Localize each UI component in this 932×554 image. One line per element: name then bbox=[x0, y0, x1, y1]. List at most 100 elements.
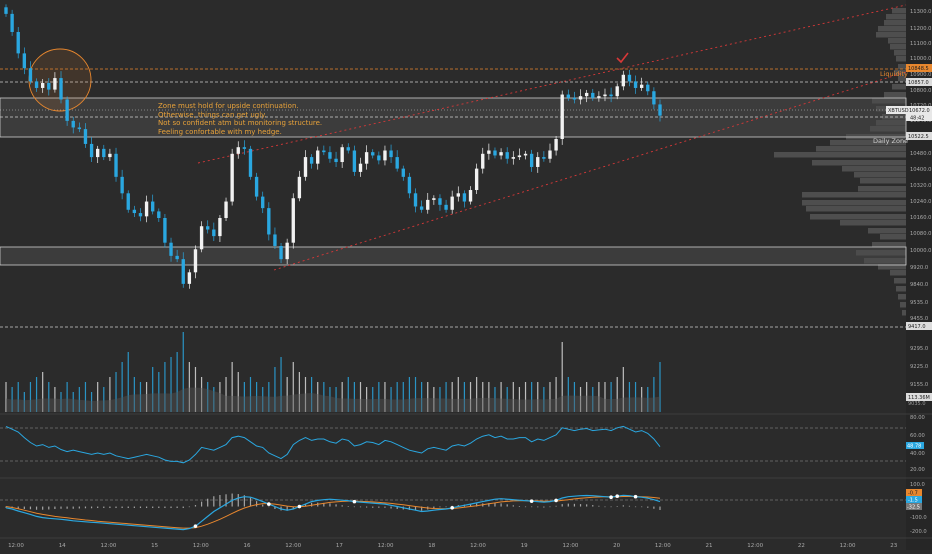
price-axis-label: 10400.0 bbox=[910, 167, 931, 173]
macd-histogram-bar bbox=[274, 506, 276, 509]
annotation-note[interactable]: Zone must hold for upside continuation. … bbox=[158, 102, 322, 136]
liquidity-price-tag bbox=[906, 64, 932, 72]
macd-histogram-bar bbox=[158, 506, 160, 509]
candle-body bbox=[646, 84, 650, 92]
volume-bar bbox=[396, 382, 398, 412]
macd-cross-dot bbox=[297, 504, 302, 509]
candle-body bbox=[578, 96, 583, 100]
candle-body bbox=[591, 92, 595, 98]
time-axis-label: 12:00 bbox=[470, 543, 486, 549]
volume-bar bbox=[427, 382, 429, 412]
volume-profile-bar bbox=[894, 50, 906, 56]
macd-histogram-bar bbox=[372, 506, 374, 508]
volume-bar bbox=[60, 392, 62, 412]
current-price-text: 10672.0 bbox=[909, 108, 930, 114]
volume-profile-bar bbox=[898, 294, 906, 300]
candle-body bbox=[444, 204, 448, 210]
volume-bar bbox=[139, 382, 142, 412]
volume-bar bbox=[567, 377, 569, 412]
zone-bottom-text: 10522.5 bbox=[908, 134, 929, 140]
candle-body bbox=[322, 150, 326, 153]
candle-body bbox=[224, 201, 228, 218]
channel-lower-line[interactable] bbox=[273, 71, 907, 271]
macd-histogram-bar bbox=[255, 501, 258, 507]
candle-body bbox=[432, 198, 436, 200]
annotation-line: Otherwise, things can get ugly. bbox=[158, 110, 267, 119]
volume-bar bbox=[170, 357, 172, 412]
volume-bar bbox=[127, 352, 129, 412]
macd-histogram-bar bbox=[366, 506, 368, 508]
candle-body bbox=[236, 147, 240, 154]
macd-histogram-bar bbox=[133, 506, 135, 509]
time-axis[interactable]: 12:00 14 12:00 15 12:00 16 12:00 17 12:00 18 12:00… bbox=[8, 543, 898, 549]
macd-histogram-bar bbox=[524, 506, 527, 508]
volume-bar bbox=[500, 382, 502, 412]
macd-histogram-bar bbox=[579, 504, 582, 507]
macd-histogram-bar bbox=[262, 504, 264, 507]
candle-body bbox=[597, 96, 601, 98]
macd-histogram-bar bbox=[243, 495, 245, 507]
macd-histogram-bar bbox=[152, 506, 154, 509]
macd-histogram-bar bbox=[506, 504, 508, 507]
volume-bar bbox=[653, 377, 655, 412]
volume-bar bbox=[622, 367, 624, 412]
macd-tag-2 bbox=[906, 496, 922, 503]
macd-histogram-bar bbox=[29, 506, 32, 510]
volume-bar bbox=[225, 377, 227, 412]
candle-body bbox=[273, 234, 277, 246]
volume-profile-bar bbox=[878, 26, 906, 32]
volume-profile-bar bbox=[802, 200, 906, 206]
volume-bar bbox=[402, 382, 404, 412]
volume-bar bbox=[549, 382, 551, 412]
macd-histogram-bar bbox=[292, 506, 294, 509]
macd-value-1: -0.7 bbox=[908, 491, 918, 497]
candle-body bbox=[364, 152, 369, 164]
candle-body bbox=[493, 150, 497, 156]
macd-histogram-bar bbox=[628, 505, 631, 507]
macd-tag-3 bbox=[906, 503, 922, 510]
macd-histogram-bar bbox=[586, 504, 588, 507]
price-axis-label: 10000.0 bbox=[910, 248, 931, 254]
candle-body bbox=[10, 13, 14, 32]
channel-upper-line[interactable] bbox=[197, 4, 907, 164]
volume-bar bbox=[335, 387, 337, 412]
candle-body bbox=[639, 84, 644, 88]
candle-body bbox=[658, 104, 662, 116]
candle-body bbox=[267, 208, 271, 235]
volume-bar bbox=[317, 382, 319, 412]
candle-body bbox=[407, 176, 412, 194]
daily-zone-box[interactable] bbox=[0, 97, 907, 138]
macd-histogram-bar bbox=[512, 505, 514, 507]
time-axis-label: 15 bbox=[151, 543, 158, 549]
macd-axis-label: 100.0 bbox=[910, 482, 925, 488]
macd-histogram-bar bbox=[604, 506, 606, 508]
macd-cross-dot bbox=[529, 499, 534, 503]
volume-bar bbox=[133, 377, 135, 412]
volume-bar bbox=[17, 382, 19, 412]
candle-body bbox=[151, 201, 155, 212]
macd-histogram-bar bbox=[304, 504, 307, 507]
volume-bar bbox=[298, 372, 300, 412]
zone-bottom-tag bbox=[906, 132, 932, 140]
macd-histogram-bar bbox=[23, 506, 25, 509]
macd-line bbox=[5, 494, 661, 531]
price-axis-label: 9225.0 bbox=[910, 364, 928, 370]
price-axis-label: 11300.0 bbox=[910, 9, 931, 15]
support-zone-box[interactable] bbox=[0, 246, 907, 266]
candle-body bbox=[389, 150, 393, 158]
price-axis-label: 10480.0 bbox=[910, 151, 931, 157]
macd-histogram-bar bbox=[219, 495, 221, 507]
candle-body bbox=[511, 157, 515, 159]
volume-bar bbox=[561, 342, 563, 412]
candle-body bbox=[297, 176, 302, 199]
volume-profile-bar bbox=[868, 228, 906, 234]
candle-body bbox=[199, 226, 204, 250]
macd-histogram-bar bbox=[353, 506, 355, 508]
price-axis-label: 10160.0 bbox=[910, 215, 931, 221]
macd-histogram-bar bbox=[17, 506, 19, 509]
volume-bar bbox=[286, 377, 288, 412]
volume-bar bbox=[592, 387, 594, 412]
candle-body bbox=[83, 129, 88, 144]
